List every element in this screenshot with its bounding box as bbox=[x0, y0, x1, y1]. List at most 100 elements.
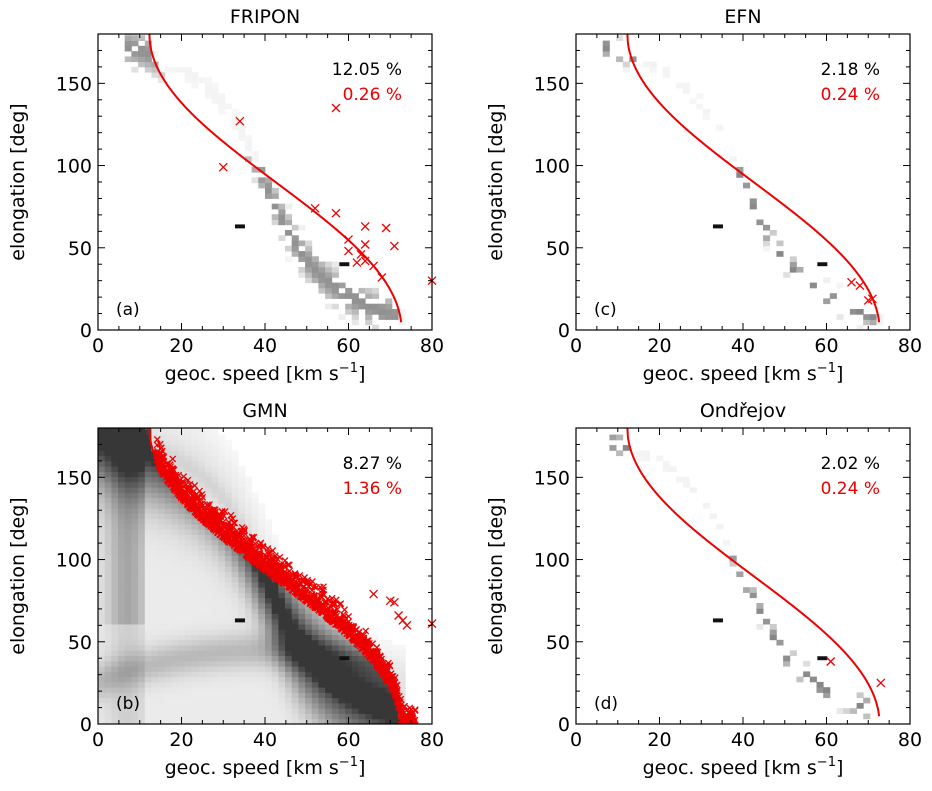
outlier-marker bbox=[398, 717, 406, 724]
y-axis-label: elongation [deg] bbox=[485, 497, 507, 654]
outlier-marker bbox=[227, 528, 235, 536]
y-tick-label: 100 bbox=[56, 550, 92, 572]
tick-marks bbox=[575, 427, 911, 725]
density-peak bbox=[817, 262, 828, 267]
outlier-marker bbox=[153, 436, 161, 443]
outlier-marker bbox=[373, 647, 381, 655]
y-tick-label: 100 bbox=[534, 156, 570, 178]
outlier-marker bbox=[876, 678, 886, 688]
x-tick-label: 60 bbox=[814, 729, 838, 751]
outlier-marker bbox=[177, 490, 185, 498]
outlier-marker bbox=[406, 710, 414, 718]
boundary-curve bbox=[148, 428, 403, 717]
outlier-marker bbox=[196, 487, 204, 495]
outlier-marker bbox=[161, 464, 169, 472]
outlier-marker bbox=[231, 531, 239, 538]
y-axis-label: elongation [deg] bbox=[485, 103, 507, 260]
outlier-marker bbox=[401, 702, 409, 710]
outlier-marker bbox=[303, 584, 310, 592]
pct-total: 2.18 % bbox=[821, 60, 880, 80]
x-tick-label: 40 bbox=[253, 729, 277, 751]
outlier-marker bbox=[191, 482, 199, 490]
panel-d: 0 20 40 60 80 0 50 100 150 Ondřejov (d) 2.02 % 0.24 … bbox=[485, 400, 922, 779]
y-tick-label: 0 bbox=[558, 714, 570, 736]
y-tick-label: 0 bbox=[558, 320, 570, 342]
outlier-marker bbox=[278, 566, 286, 574]
outlier-marker bbox=[389, 597, 399, 607]
outlier-marker bbox=[183, 486, 191, 494]
outlier-marker bbox=[847, 277, 856, 287]
outlier-marker bbox=[323, 605, 331, 613]
x-axis-label: geoc. speed [km s−1] bbox=[165, 361, 366, 385]
outlier-marker bbox=[196, 502, 204, 509]
x-tick-label: 20 bbox=[647, 335, 671, 357]
x-tick-label: 40 bbox=[253, 335, 277, 357]
boundary-curve bbox=[626, 34, 881, 323]
boundary-curve bbox=[626, 428, 881, 717]
outlier-marker bbox=[256, 549, 264, 557]
outlier-marker bbox=[365, 643, 372, 651]
panel-tag: (d) bbox=[594, 694, 618, 714]
tick-marks bbox=[97, 427, 433, 725]
y-tick-label: 100 bbox=[534, 550, 570, 572]
outlier-marker bbox=[269, 547, 277, 555]
outlier-marker bbox=[341, 606, 349, 614]
outlier-marker bbox=[369, 589, 379, 599]
x-tick-label: 0 bbox=[570, 729, 582, 751]
outlier-marker bbox=[381, 223, 391, 233]
x-tick-label: 20 bbox=[169, 729, 193, 751]
outlier-marker bbox=[218, 162, 228, 172]
y-tick-label: 0 bbox=[80, 320, 92, 342]
outlier-points bbox=[826, 657, 886, 688]
panel-title: EFN bbox=[724, 6, 761, 28]
y-tick-label: 100 bbox=[56, 156, 92, 178]
outlier-marker bbox=[155, 451, 163, 459]
x-tick-label: 40 bbox=[731, 729, 755, 751]
pct-total: 8.27 % bbox=[343, 454, 402, 474]
outlier-marker bbox=[235, 116, 245, 126]
x-axis-label: geoc. speed [km s−1] bbox=[643, 755, 844, 779]
outlier-marker bbox=[286, 573, 294, 581]
density-peak bbox=[712, 618, 723, 623]
outlier-marker bbox=[290, 580, 298, 588]
outlier-marker bbox=[322, 598, 330, 606]
y-axis-label: elongation [deg] bbox=[7, 497, 29, 654]
y-tick-label: 0 bbox=[80, 714, 92, 736]
outlier-marker bbox=[263, 555, 271, 562]
outlier-marker bbox=[308, 578, 316, 585]
outlier-marker bbox=[360, 256, 370, 266]
x-tick-label: 80 bbox=[420, 335, 444, 357]
x-tick-label: 80 bbox=[898, 729, 922, 751]
outlier-marker bbox=[406, 704, 414, 712]
outlier-marker bbox=[344, 235, 353, 245]
outlier-marker bbox=[241, 527, 249, 534]
x-tick-label: 20 bbox=[169, 335, 193, 357]
outlier-marker bbox=[356, 249, 366, 259]
tick-marks bbox=[575, 33, 911, 331]
boundary-curve bbox=[148, 34, 403, 323]
outlier-marker bbox=[310, 582, 318, 590]
x-tick-label: 80 bbox=[420, 729, 444, 751]
x-tick-label: 20 bbox=[647, 729, 671, 751]
outlier-marker bbox=[344, 246, 353, 256]
outlier-marker bbox=[402, 620, 412, 630]
outlier-marker bbox=[257, 539, 265, 547]
outlier-marker bbox=[310, 591, 318, 599]
outlier-marker bbox=[360, 240, 370, 249]
pct-total: 12.05 % bbox=[332, 60, 402, 80]
density-map bbox=[609, 428, 881, 720]
outlier-marker bbox=[369, 261, 379, 271]
outlier-marker bbox=[156, 440, 164, 448]
outlier-marker bbox=[331, 103, 341, 113]
outlier-marker bbox=[321, 599, 329, 606]
outlier-marker bbox=[304, 579, 312, 587]
panel-title: GMN bbox=[242, 400, 287, 422]
pct-outlier: 1.36 % bbox=[343, 479, 402, 499]
outlier-marker bbox=[264, 545, 272, 552]
outlier-marker bbox=[331, 601, 339, 608]
outlier-marker bbox=[310, 594, 318, 601]
outlier-points bbox=[218, 103, 437, 286]
pct-total: 2.02 % bbox=[821, 454, 880, 474]
y-tick-label: 50 bbox=[546, 632, 570, 654]
density-peak bbox=[817, 656, 828, 661]
